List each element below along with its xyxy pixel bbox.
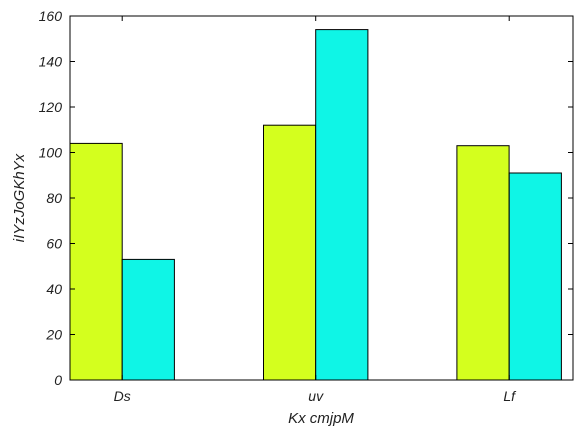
x-tick-label-Ds: Ds <box>114 388 131 404</box>
y-tick-label-60: 60 <box>46 236 62 252</box>
y-tick-label-20: 20 <box>45 327 62 343</box>
y-tick-label-120: 120 <box>39 99 63 115</box>
bar-Lf-series-2 <box>509 173 561 380</box>
bars-layer <box>70 30 561 380</box>
x-axis-title: Kx cmjpM <box>288 410 354 427</box>
y-tick-label-0: 0 <box>54 372 62 388</box>
y-tick-label-160: 160 <box>39 8 63 24</box>
y-tick-label-40: 40 <box>46 281 62 297</box>
bar-uv-series-2 <box>316 30 368 380</box>
bar-Ds-series-1 <box>70 143 122 380</box>
x-tick-label-uv: uv <box>308 388 324 404</box>
bar-Lf-series-1 <box>457 146 509 380</box>
x-tick-label-Lf: Lf <box>503 388 517 404</box>
y-axis-title: iIYzJoGKhYx <box>11 153 28 242</box>
y-tick-label-80: 80 <box>46 190 62 206</box>
y-tick-label-140: 140 <box>39 54 63 70</box>
y-tick-label-100: 100 <box>39 145 63 161</box>
bar-uv-series-1 <box>264 125 316 380</box>
bar-Ds-series-2 <box>122 259 174 380</box>
